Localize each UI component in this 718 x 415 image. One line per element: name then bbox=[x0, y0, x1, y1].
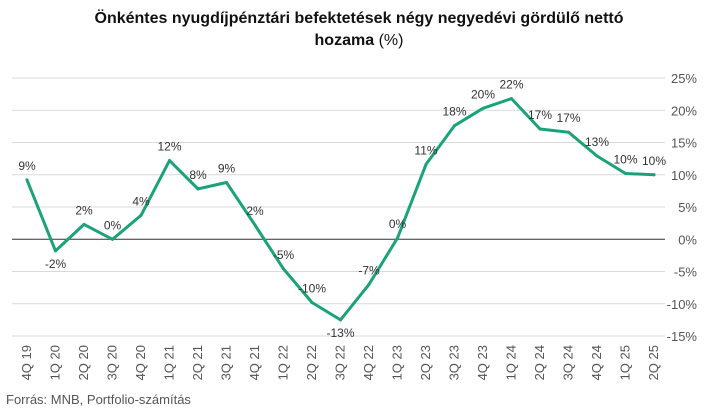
x-tick-label: 4Q 23 bbox=[475, 345, 490, 380]
data-label: 0% bbox=[389, 217, 407, 231]
data-point bbox=[25, 178, 29, 182]
data-point bbox=[253, 223, 257, 227]
x-tick-label: 2Q 22 bbox=[304, 345, 319, 380]
chart-title-line2-main: hozama bbox=[314, 32, 375, 49]
y-tick-label: 25% bbox=[671, 71, 697, 86]
x-tick-label: 3Q 24 bbox=[561, 345, 576, 380]
data-point bbox=[54, 249, 57, 253]
x-tick-label: 1Q 21 bbox=[162, 345, 177, 380]
data-label: 17% bbox=[528, 108, 552, 122]
data-point bbox=[310, 300, 314, 304]
data-point bbox=[424, 162, 428, 166]
x-tick-label: 2Q 25 bbox=[646, 345, 661, 380]
data-point bbox=[282, 267, 285, 271]
data-label: 0% bbox=[104, 218, 122, 232]
data-label: 20% bbox=[471, 87, 495, 101]
x-tick-label: 2Q 20 bbox=[76, 345, 91, 380]
y-tick-label: 15% bbox=[671, 136, 697, 151]
x-tick-label: 3Q 23 bbox=[447, 345, 462, 380]
data-label: -2% bbox=[45, 257, 67, 271]
data-label: 10% bbox=[613, 152, 637, 166]
data-point bbox=[139, 213, 143, 217]
source-note: Forrás: MNB, Portfolio-számítás bbox=[6, 392, 191, 407]
x-tick-label: 4Q 20 bbox=[133, 345, 148, 380]
x-tick-label: 4Q 22 bbox=[361, 345, 376, 380]
data-point bbox=[396, 236, 399, 240]
x-tick-label: 3Q 20 bbox=[105, 345, 120, 380]
x-tick-label: 1Q 22 bbox=[276, 345, 291, 380]
data-point bbox=[367, 282, 371, 286]
data-label: 13% bbox=[585, 135, 609, 149]
data-label: 12% bbox=[157, 140, 181, 154]
data-point bbox=[595, 154, 599, 158]
data-label: -13% bbox=[326, 326, 354, 340]
x-tick-label: 3Q 22 bbox=[333, 345, 348, 380]
data-point bbox=[510, 97, 513, 101]
x-tick-label: 4Q 24 bbox=[589, 345, 604, 380]
x-tick-label: 1Q 24 bbox=[504, 345, 519, 380]
data-label: -7% bbox=[358, 263, 380, 277]
data-label: 17% bbox=[556, 111, 580, 125]
x-tick-label: 2Q 24 bbox=[532, 345, 547, 380]
chart-title: Önkéntes nyugdíjpénztári befektetések né… bbox=[0, 8, 718, 52]
data-point bbox=[196, 187, 200, 191]
series-line bbox=[25, 97, 656, 322]
x-tick-label: 2Q 21 bbox=[190, 345, 205, 380]
data-label: 22% bbox=[499, 78, 523, 92]
data-point bbox=[538, 127, 542, 131]
data-label: 4% bbox=[132, 194, 150, 208]
data-label: 18% bbox=[442, 105, 466, 119]
data-point bbox=[225, 180, 228, 184]
data-label: -10% bbox=[298, 281, 326, 295]
x-tick-label: 4Q 19 bbox=[19, 345, 34, 380]
y-tick-label: 10% bbox=[671, 168, 697, 183]
data-point bbox=[567, 130, 570, 134]
chart-title-line2: hozama (%) bbox=[0, 30, 718, 52]
chart-title-unit: (%) bbox=[378, 32, 404, 49]
y-tick-label: -10% bbox=[667, 297, 698, 312]
chart-title-line1: Önkéntes nyugdíjpénztári befektetések né… bbox=[94, 10, 624, 27]
data-label: 10% bbox=[642, 154, 666, 168]
data-point bbox=[453, 124, 456, 128]
data-label: 2% bbox=[246, 204, 264, 218]
data-point bbox=[481, 106, 485, 110]
x-tick-label: 2Q 23 bbox=[418, 345, 433, 380]
data-point bbox=[168, 159, 171, 163]
data-point bbox=[652, 173, 656, 177]
x-tick-label: 3Q 21 bbox=[219, 345, 234, 380]
x-tick-label: 4Q 21 bbox=[247, 345, 262, 380]
data-point bbox=[339, 318, 342, 322]
data-label: 9% bbox=[18, 159, 36, 173]
y-tick-label: -5% bbox=[674, 265, 698, 280]
data-label: -5% bbox=[273, 248, 295, 262]
data-label: 2% bbox=[75, 203, 93, 217]
x-tick-label: 1Q 25 bbox=[618, 345, 633, 380]
data-label: 9% bbox=[218, 161, 236, 175]
data-point bbox=[624, 171, 627, 175]
y-tick-label: 0% bbox=[678, 232, 697, 247]
data-label: 11% bbox=[414, 143, 437, 157]
y-tick-label: 5% bbox=[678, 200, 697, 215]
x-tick-label: 1Q 23 bbox=[390, 345, 405, 380]
data-point bbox=[82, 222, 86, 226]
y-tick-label: -15% bbox=[667, 329, 698, 344]
y-tick-label: 20% bbox=[671, 103, 697, 118]
x-tick-label: 1Q 20 bbox=[48, 345, 63, 380]
data-label: 8% bbox=[189, 168, 207, 182]
data-point bbox=[111, 237, 114, 241]
